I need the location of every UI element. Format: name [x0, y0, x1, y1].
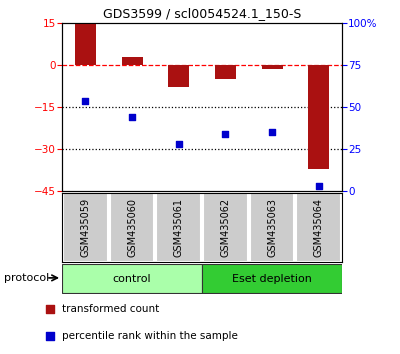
Text: control: control — [113, 274, 151, 284]
Title: GDS3599 / scl0054524.1_150-S: GDS3599 / scl0054524.1_150-S — [103, 7, 301, 21]
Point — [82, 99, 88, 104]
Bar — [296, 193, 341, 262]
Bar — [62, 264, 202, 293]
Text: GSM435059: GSM435059 — [80, 198, 90, 257]
Text: GSM435060: GSM435060 — [127, 198, 137, 257]
Bar — [203, 193, 248, 262]
Text: transformed count: transformed count — [62, 304, 159, 314]
Text: percentile rank within the sample: percentile rank within the sample — [62, 331, 237, 341]
Bar — [250, 193, 294, 262]
Text: GSM435061: GSM435061 — [174, 198, 184, 257]
Point — [129, 114, 135, 120]
Bar — [122, 57, 142, 65]
Bar — [215, 65, 236, 79]
Bar — [63, 193, 108, 262]
Bar — [75, 24, 96, 65]
Point — [46, 307, 53, 312]
Bar — [168, 65, 189, 87]
Point — [222, 131, 228, 137]
Text: GSM435062: GSM435062 — [220, 198, 230, 257]
Text: GSM435064: GSM435064 — [314, 198, 324, 257]
Point — [176, 141, 182, 146]
Bar — [308, 65, 329, 169]
Bar — [156, 193, 201, 262]
Text: Eset depletion: Eset depletion — [232, 274, 312, 284]
Bar — [262, 65, 282, 69]
Bar — [202, 264, 342, 293]
Text: GSM435063: GSM435063 — [267, 198, 277, 257]
Text: protocol: protocol — [4, 273, 49, 283]
Bar — [110, 193, 154, 262]
Point — [316, 183, 322, 188]
Point — [46, 333, 53, 339]
Point — [269, 130, 275, 135]
